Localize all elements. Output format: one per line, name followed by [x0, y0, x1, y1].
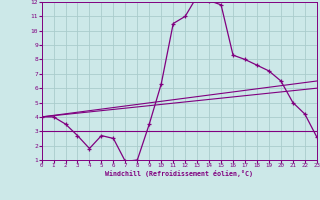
- X-axis label: Windchill (Refroidissement éolien,°C): Windchill (Refroidissement éolien,°C): [105, 170, 253, 177]
